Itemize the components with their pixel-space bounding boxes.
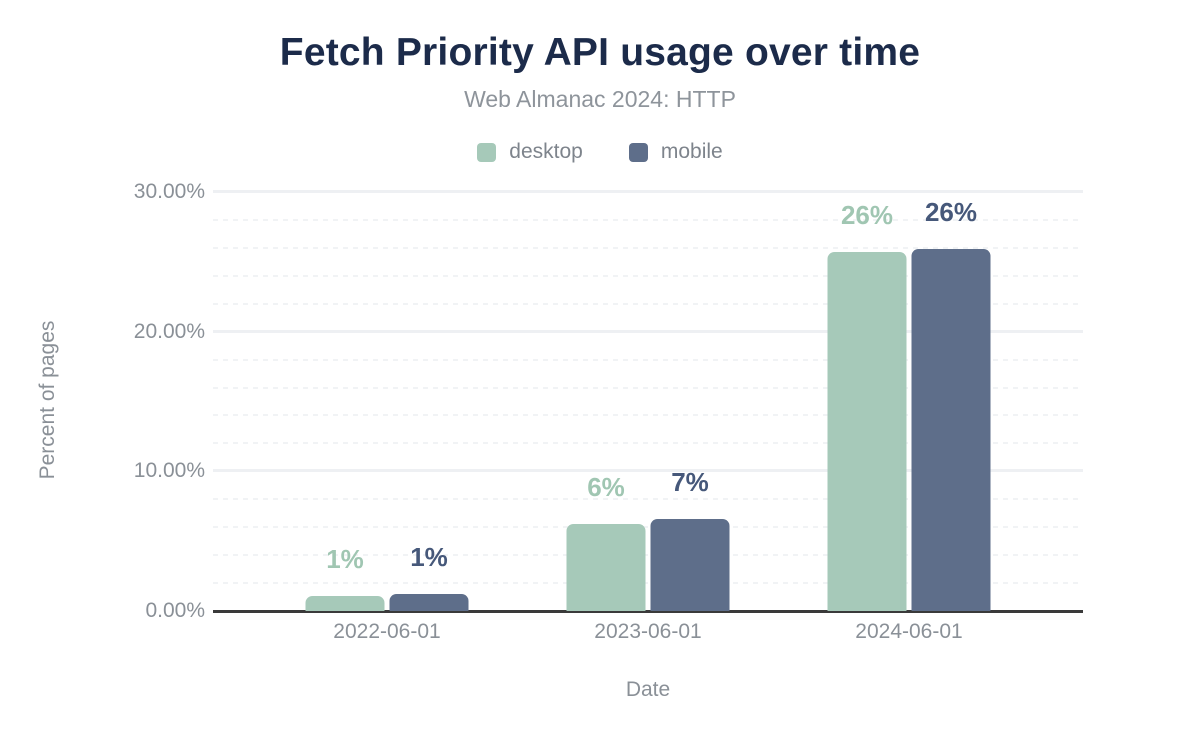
y-tick-label-10.00%: 10.00% [133, 459, 205, 483]
gridline-minor [213, 386, 1083, 389]
bar-slot: 6% [566, 192, 646, 611]
legend-label-mobile: mobile [660, 140, 723, 163]
bar-slot: 26% [911, 192, 991, 611]
bar-mobile-2023-06-01[interactable] [650, 518, 730, 611]
gridline-minor [213, 302, 1083, 305]
y-tick-label-0.00%: 0.00% [145, 599, 205, 622]
legend-item-desktop[interactable]: desktop [477, 140, 583, 164]
bar-value-label-desktop-2023-06-01: 6% [587, 472, 625, 503]
gridline-minor [213, 554, 1083, 557]
x-axis-title: Date [625, 678, 671, 701]
legend-label-desktop: desktop [509, 140, 583, 163]
bar-mobile-2022-06-01[interactable] [389, 594, 469, 611]
x-tick-label-2022-06-01: 2022-06-01 [333, 620, 441, 643]
gridline-minor [213, 218, 1083, 221]
gridline-major [213, 469, 1083, 473]
gridline-major [213, 190, 1083, 193]
bar-mobile-2024-06-01[interactable] [911, 249, 991, 611]
bar-value-label-mobile-2024-06-01: 26% [924, 197, 978, 228]
legend-item-mobile[interactable]: mobile [628, 140, 723, 164]
bar-desktop-2023-06-01[interactable] [566, 524, 646, 611]
x-tick-label-2023-06-01: 2023-06-01 [594, 620, 702, 643]
mobile-series-swatch-icon [628, 142, 648, 162]
bar-slot: 1% [389, 192, 469, 611]
y-tick-label-20.00%: 20.00% [133, 319, 205, 343]
chart-title: Fetch Priority API usage over time [279, 31, 921, 74]
legend: desktop mobile [0, 140, 1200, 164]
gridline-minor [213, 442, 1083, 445]
gridline-minor [213, 526, 1083, 529]
gridline-minor [213, 358, 1083, 361]
bar-value-label-mobile-2023-06-01: 7% [671, 466, 709, 497]
gridline-minor [213, 414, 1083, 417]
bar-value-label-desktop-2024-06-01: 26% [840, 200, 894, 231]
bar-value-label-desktop-2022-06-01: 1% [326, 543, 364, 574]
gridline-minor [213, 582, 1083, 585]
chart-subtitle: Web Almanac 2024: HTTP [464, 86, 736, 112]
bar-value-label-mobile-2022-06-01: 1% [410, 542, 448, 573]
bar-slot: 7% [650, 192, 730, 611]
x-tick-label-2024-06-01: 2024-06-01 [855, 620, 963, 643]
gridline-major [213, 329, 1083, 333]
bar-group-2022-06-01: 1% 1% [305, 192, 469, 611]
bar-group-2023-06-01: 6% 7% [566, 192, 730, 611]
gridline-minor [213, 498, 1083, 501]
y-tick-label-30.00%: 30.00% [133, 180, 205, 203]
gridline-minor [213, 274, 1083, 277]
bar-desktop-2022-06-01[interactable] [305, 595, 385, 611]
desktop-series-swatch-icon [477, 142, 497, 162]
bar-desktop-2024-06-01[interactable] [827, 252, 907, 611]
gridline-minor [213, 246, 1083, 249]
x-axis-line [213, 610, 1083, 613]
bar-slot: 26% [827, 192, 907, 611]
plot-area: 1% 1% 6% 7% 26% 26% [213, 190, 1083, 613]
bar-group-2024-06-01: 26% 26% [827, 192, 991, 611]
bar-slot: 1% [305, 192, 385, 611]
